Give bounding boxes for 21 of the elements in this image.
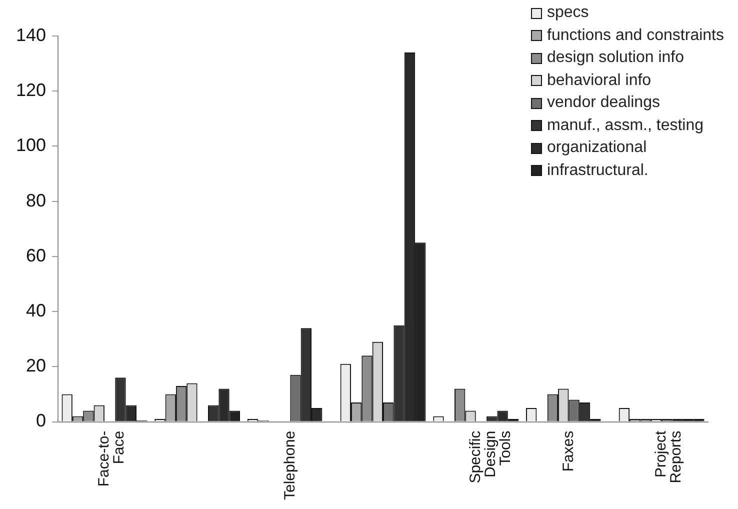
legend-label: specs	[547, 3, 589, 23]
x-tick-label: Telephone	[281, 430, 298, 500]
y-tick-label: 20	[26, 356, 46, 376]
legend-label: infrastructural.	[547, 160, 648, 180]
x-tick-label: Specific Design Tools	[467, 430, 514, 484]
y-tick-label: 0	[36, 410, 46, 431]
y-tick-label: 140	[16, 24, 46, 45]
y-tick-label: 40	[26, 300, 46, 321]
legend-label: functions and constraints	[547, 26, 724, 46]
y-tick-label: 120	[16, 80, 46, 100]
legend-label: organizational	[547, 138, 647, 158]
y-tick-label: 60	[26, 245, 46, 266]
y-tick-label: 80	[26, 190, 46, 210]
legend-label: vendor dealings	[547, 93, 660, 113]
x-tick-label: Face-to-Face	[96, 430, 128, 487]
legend-label: behavioral info	[547, 70, 652, 90]
x-tick-label: Project Reports	[652, 430, 685, 484]
x-tick-label: Faxes	[560, 430, 577, 472]
y-tick-label: 100	[16, 135, 46, 156]
legend-label: manuf., assm., testing	[547, 116, 704, 136]
legend-label: design solution info	[547, 48, 684, 68]
